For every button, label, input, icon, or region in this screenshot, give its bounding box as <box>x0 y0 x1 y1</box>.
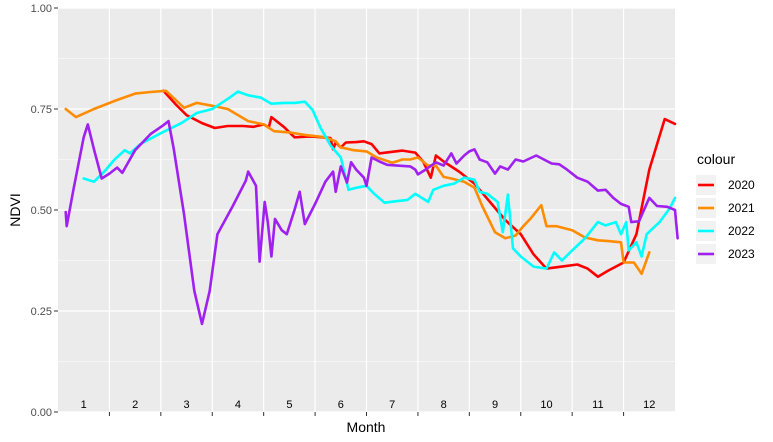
legend-title: colour <box>697 151 735 167</box>
x-tick-label: 1 <box>81 399 87 411</box>
x-tick-label: 4 <box>235 399 241 411</box>
legend-label-2023: 2023 <box>728 247 755 261</box>
x-tick-label: 9 <box>492 399 498 411</box>
series-lines <box>64 89 679 326</box>
y-axis-title: NDVI <box>7 193 23 226</box>
major-gridlines <box>58 7 675 413</box>
x-tick-label: 10 <box>540 399 552 411</box>
y-tick-label: 0.00 <box>31 407 52 419</box>
legend-label-2022: 2022 <box>728 224 755 238</box>
x-axis-title: Month <box>347 419 386 435</box>
y-axis: 0.00 0.25 0.50 0.75 1.00 <box>31 3 58 419</box>
x-tick-label: 2 <box>132 399 138 411</box>
series-line-2021 <box>64 89 651 276</box>
legend-label-2020: 2020 <box>728 178 755 192</box>
y-tick-label: 0.25 <box>31 306 52 318</box>
x-tick-label: 6 <box>338 399 344 411</box>
x-axis-ticks: 1 2 3 4 5 6 7 8 9 10 11 12 <box>81 399 655 416</box>
x-tick-label: 12 <box>643 399 655 411</box>
x-tick-label: 7 <box>389 399 395 411</box>
y-tick-label: 0.75 <box>31 104 52 116</box>
x-tick-label: 5 <box>286 399 292 411</box>
legend: colour 2020 2021 2022 2023 <box>696 151 755 264</box>
y-tick-label: 0.50 <box>31 205 52 217</box>
series-line-2023 <box>64 119 679 326</box>
x-tick-label: 11 <box>592 399 603 411</box>
x-tick-label: 3 <box>183 399 189 411</box>
y-tick-label: 1.00 <box>31 3 52 15</box>
series-line-2022 <box>82 90 677 270</box>
legend-label-2021: 2021 <box>728 201 755 215</box>
x-tick-label: 8 <box>441 399 447 411</box>
